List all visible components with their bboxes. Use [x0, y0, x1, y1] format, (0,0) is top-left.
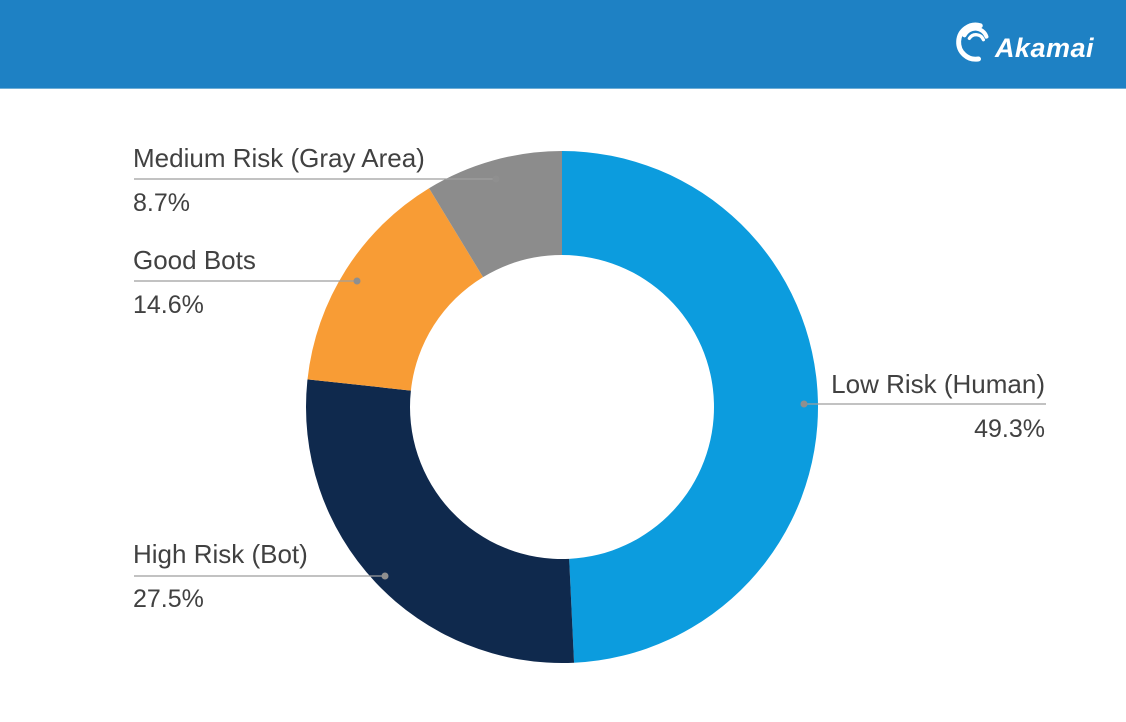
- akamai-logo-text: Akamai: [994, 33, 1094, 63]
- header-bar: Akamai: [0, 0, 1126, 89]
- segment-percentage: 27.5%: [133, 585, 204, 613]
- donut-segment-medium-risk: [429, 151, 562, 278]
- segment-label: High Risk (Bot): [133, 539, 308, 569]
- donut-segment-low-risk: [562, 151, 818, 663]
- segment-label: Low Risk (Human): [831, 369, 1045, 399]
- callout-good-bots: Good Bots 14.6%: [133, 244, 256, 320]
- segment-percentage: 14.6%: [133, 291, 204, 319]
- leader-dot-good-bots: [353, 277, 361, 285]
- segment-percentage: 49.3%: [974, 415, 1045, 443]
- donut-segment-high-risk: [305, 379, 575, 663]
- donut-segment-good-bots: [307, 188, 484, 391]
- callout-high-risk: High Risk (Bot) 27.5%: [133, 538, 308, 614]
- leader-dot-high-risk: [381, 572, 389, 580]
- akamai-wave-icon: [956, 22, 989, 62]
- callout-medium-risk: Medium Risk (Gray Area) 8.7%: [133, 142, 425, 218]
- segment-label: Good Bots: [133, 245, 256, 275]
- segment-percentage: 8.7%: [133, 189, 190, 217]
- akamai-logo: Akamai: [951, 17, 1094, 65]
- leader-dot-medium-risk: [492, 175, 500, 183]
- callout-low-risk: Low Risk (Human) 49.3%: [831, 368, 1045, 444]
- leader-dot-low-risk: [800, 400, 808, 408]
- segment-label: Medium Risk (Gray Area): [133, 143, 425, 173]
